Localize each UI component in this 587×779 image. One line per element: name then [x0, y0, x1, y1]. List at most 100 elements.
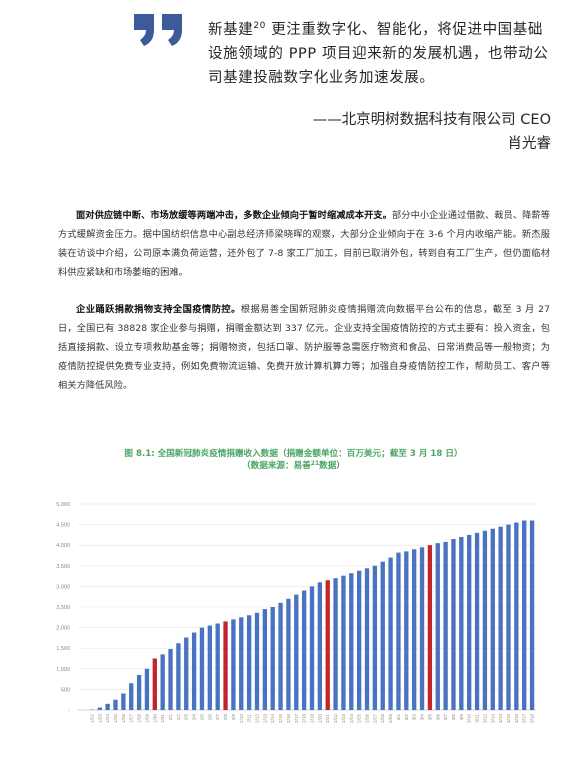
y-tick-label: 1,500	[56, 646, 70, 652]
bar-2/24	[349, 573, 354, 710]
bar-2/22	[333, 578, 338, 710]
bar-2/19	[309, 586, 315, 710]
x-tick-label: 2/22	[333, 714, 338, 723]
y-tick-label: -	[68, 708, 70, 714]
x-tick-label: 2/21	[325, 714, 330, 723]
x-tick-label: 3/11	[475, 714, 480, 723]
x-tick-label: 2/20	[317, 714, 322, 723]
x-tick-label: 2/15	[278, 714, 283, 723]
y-tick-label: 1,000	[56, 667, 70, 673]
x-tick-label: 2/27	[372, 714, 377, 723]
bar-2/13	[262, 609, 268, 710]
quote-mark-icon	[134, 14, 182, 46]
bar-2/1	[168, 649, 173, 710]
x-tick-label: 2/28	[380, 714, 385, 723]
chart-caption-line2: （数据来源：易善21数据）	[242, 460, 345, 472]
x-tick-label: 3/9	[459, 714, 464, 721]
x-tick-label: 2/16	[286, 714, 291, 723]
y-tick-label: 2,000	[56, 626, 70, 632]
bar-3/14	[498, 526, 503, 710]
x-tick-label: 1/29	[144, 714, 149, 723]
bar-1/26	[121, 693, 126, 710]
x-tick-label: 2/11	[247, 714, 252, 723]
x-tick-label: 3/16	[514, 714, 519, 723]
y-tick-label: 4,500	[56, 523, 70, 529]
bar-2/23	[341, 575, 346, 710]
bar-2/27	[372, 565, 378, 710]
bar-2/12	[254, 612, 260, 710]
bar-2/29	[388, 557, 393, 710]
x-tick-label: 1/23	[97, 714, 102, 723]
y-tick-label: 2,500	[56, 605, 70, 611]
paragraph-lead: 企业踊跃捐款捐物支持全国疫情防控。	[76, 304, 241, 315]
bar-2/25	[356, 570, 362, 710]
x-tick-label: 2/2	[176, 714, 181, 721]
bar-2/17	[294, 594, 299, 710]
footnote-ref-20[interactable]: 20	[253, 21, 266, 31]
bar-2/3	[184, 637, 189, 710]
bar-3/2	[404, 551, 409, 710]
x-tick-label: 2/9	[231, 714, 236, 721]
x-tick-label: 2/29	[388, 714, 393, 723]
x-tick-label: 1/25	[113, 714, 118, 723]
bar-3/1	[396, 552, 401, 710]
x-tick-label: 2/12	[254, 714, 259, 723]
paragraph-body: 根据易善全国新冠肺炎疫情捐赠流向数据平台公布的信息，截至 3 月 27 日，全国…	[58, 304, 551, 391]
x-tick-label: 2/3	[184, 714, 189, 721]
x-tick-label: 2/19	[310, 714, 315, 723]
x-tick-label: 2/17	[294, 714, 299, 723]
bar-2/2	[176, 643, 181, 710]
bar-1/24	[105, 703, 110, 710]
x-tick-label: 3/18	[530, 714, 535, 723]
x-tick-label: 3/14	[498, 714, 503, 723]
bar-1/23	[97, 707, 102, 710]
footnote-ref-21[interactable]: 21	[310, 460, 320, 467]
x-tick-label: 3/6	[435, 714, 440, 721]
bar-3/7	[443, 541, 448, 710]
x-tick-label: 1/27	[129, 714, 134, 723]
x-tick-label: 2/26	[365, 714, 370, 723]
bar-2/15	[278, 602, 283, 710]
bar-3/15	[506, 524, 511, 710]
bar-2/9	[231, 619, 236, 710]
x-tick-label: 2/8	[223, 714, 228, 721]
bar-1/28	[136, 674, 142, 710]
bar-2/16	[286, 598, 291, 710]
bar-3/12	[482, 530, 488, 710]
bar-2/7	[215, 623, 220, 710]
x-tick-label: 1/26	[121, 714, 126, 723]
x-tick-label: 2/25	[357, 714, 362, 723]
x-tick-label: 3/10	[467, 714, 472, 723]
bar-1/25	[113, 699, 118, 710]
paragraph-donations: 企业踊跃捐款捐物支持全国疫情防控。根据易善全国新冠肺炎疫情捐赠流向数据平台公布的…	[58, 300, 550, 395]
bar-1/29	[144, 668, 150, 710]
x-tick-label: 3/4	[420, 714, 425, 721]
bar-1/31	[160, 654, 165, 710]
x-tick-label: 3/3	[412, 714, 417, 721]
x-tick-label: 2/5	[199, 714, 204, 721]
x-tick-label: 1/30	[152, 714, 157, 723]
y-tick-label: 500	[61, 687, 70, 693]
x-tick-label: 3/5	[427, 714, 432, 721]
y-tick-label: 5,000	[56, 502, 70, 508]
x-tick-label: 2/14	[270, 714, 275, 723]
bar-2/8	[223, 621, 228, 710]
x-tick-label: 2/4	[192, 714, 197, 721]
x-tick-label: 3/7	[443, 714, 448, 721]
attribution-company: ——北京明树数据科技有限公司 CEO	[312, 112, 551, 128]
paragraph-body: 部分中小企业通过借款、裁员、降薪等方式缓解资金压力。据中国纺织信息中心副总经济师…	[58, 210, 550, 278]
bar-2/5	[199, 627, 205, 710]
x-tick-label: 2/10	[239, 714, 244, 723]
bar-3/8	[451, 539, 456, 710]
x-tick-label: 2/6	[207, 714, 212, 721]
x-tick-label: 2/1	[168, 714, 173, 721]
bar-3/3	[412, 549, 417, 710]
bar-2/4	[191, 632, 197, 710]
y-tick-label: 3,500	[56, 564, 70, 570]
x-tick-label: 1/22	[89, 714, 94, 723]
quote-text-end: 更注重数字化、智能化，将促进中国基础设施领域的 PPP 项目迎来新的发展机遇，也…	[208, 22, 549, 86]
bar-3/9	[459, 536, 464, 710]
bar-2/28	[380, 561, 385, 710]
bar-2/11	[246, 615, 252, 710]
bar-3/5	[427, 545, 433, 710]
